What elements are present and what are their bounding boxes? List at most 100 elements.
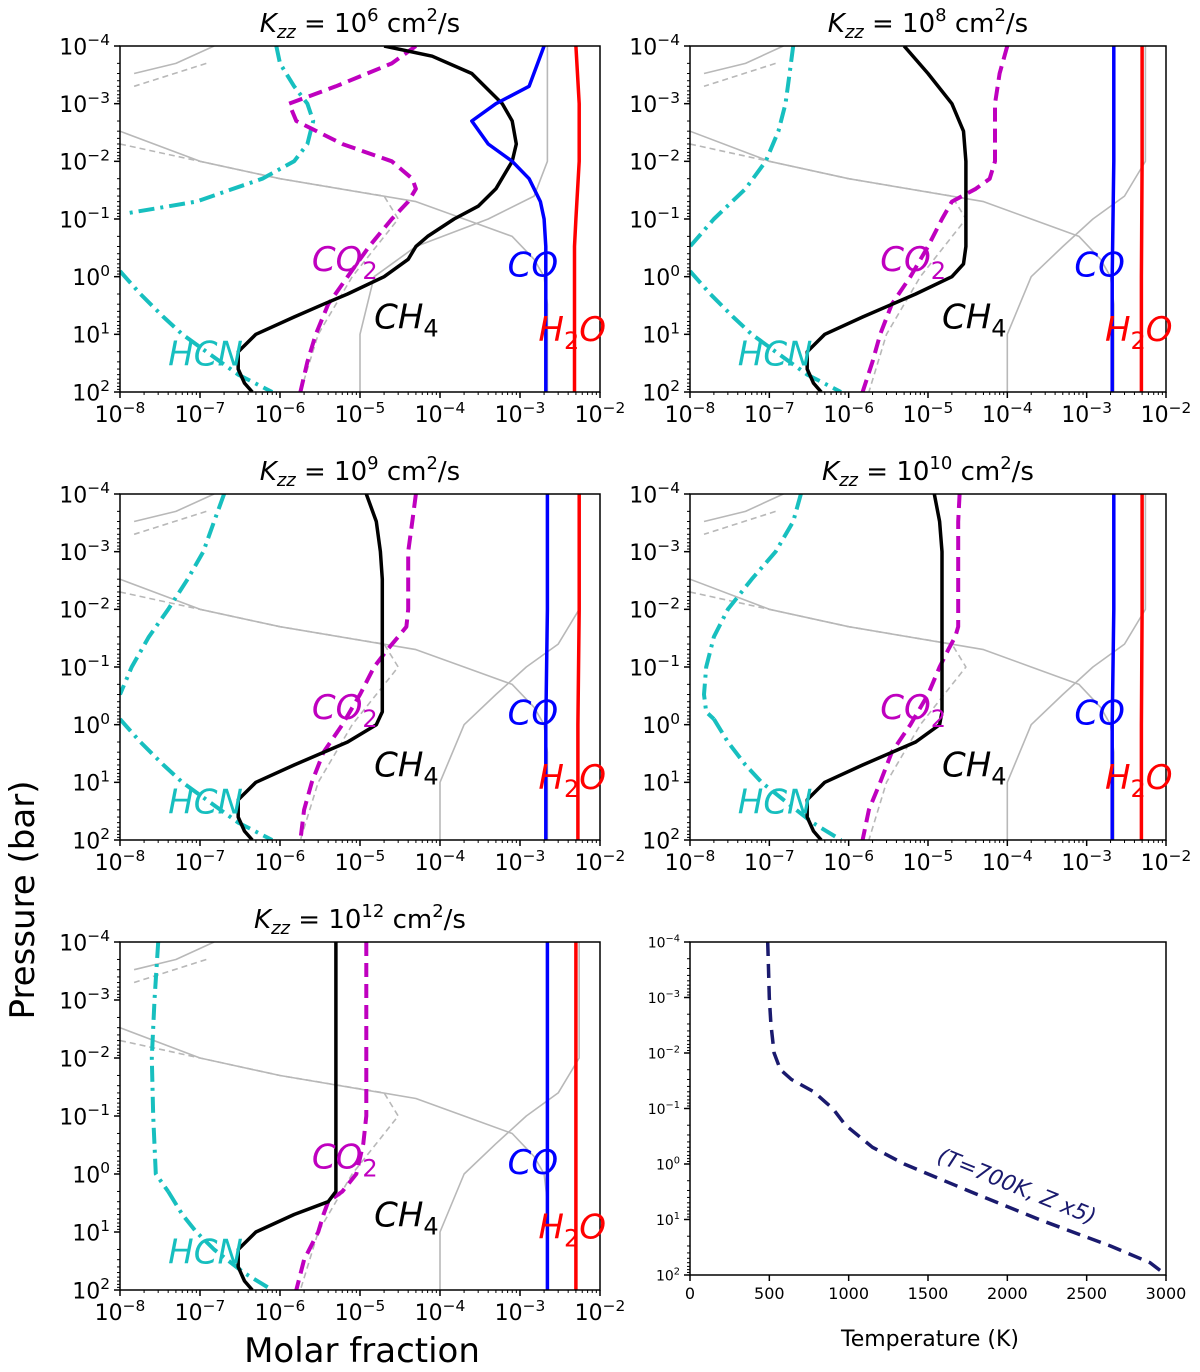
y-axis-label: Pressure (bar)	[3, 781, 43, 1020]
x-tick-label: 2500	[1066, 1284, 1107, 1303]
label-co2: CO2	[312, 1137, 378, 1182]
label-hcn: HCN	[168, 335, 243, 375]
label-co: CO	[508, 694, 559, 734]
co2-equilibrium-line	[703, 510, 776, 536]
x-tick-label: 10−6	[255, 1297, 306, 1326]
ch4-line	[236, 942, 338, 1290]
y-tick-label: 10−1	[59, 652, 110, 681]
label-h2o: H2O	[538, 758, 606, 803]
y-tick-label: 100	[72, 1159, 110, 1188]
label-h2o: H2O	[1105, 310, 1173, 355]
co2-equilibrium-line	[133, 510, 207, 536]
x-tick-label: 10−3	[1061, 847, 1112, 876]
x-tick-label: 10−7	[744, 847, 795, 876]
y-tick-label: 10−2	[648, 1044, 680, 1062]
x-tick-label: 10−4	[415, 847, 466, 876]
h2o-line	[1139, 46, 1144, 392]
co-equilibrium-line	[439, 494, 580, 840]
panel-4: Kzz = 1010 cm2/s 10−4 10−3 10−2 10−1 100 101 10…	[629, 453, 1191, 876]
x-tick-label: 10−5	[335, 1297, 386, 1326]
co2-line	[860, 494, 962, 840]
y-tick-label: 102	[72, 1275, 110, 1304]
x-tick-label: 10−8	[665, 847, 716, 876]
x-axis-label-temperature: Temperature (K)	[840, 1327, 1019, 1352]
y-tick-label: 100	[656, 1155, 680, 1173]
x-tick-label: 0	[685, 1284, 695, 1303]
y-tick-label: 10−4	[59, 31, 110, 60]
x-tick-label: 10−7	[744, 399, 795, 428]
x-tick-label: 1500	[908, 1284, 949, 1303]
series-group	[120, 942, 580, 1290]
x-tick-label: 10−3	[495, 847, 546, 876]
co-line	[544, 494, 550, 840]
label-ch4: CH4	[374, 1195, 439, 1240]
label-hcn: HCN	[738, 783, 813, 823]
label-hcn: HCN	[168, 1233, 243, 1273]
ch4-equilibrium-line	[133, 494, 215, 523]
x-tick-label: 10−7	[175, 399, 226, 428]
x-tick-label: 10−2	[1141, 847, 1192, 876]
x-tick-label: 10−4	[982, 399, 1033, 428]
x-axis-label-molar: Molar fraction	[244, 1331, 480, 1371]
y-tick-label: 10−1	[629, 652, 680, 681]
panel-title: Kzz = 108 cm2/s	[828, 5, 1028, 43]
panel-title: Kzz = 106 cm2/s	[260, 5, 460, 43]
y-tick-label: 10−2	[629, 594, 680, 623]
co2-equilibrium-line	[120, 143, 399, 392]
y-tick-label: 10−1	[648, 1100, 680, 1118]
co-line	[1110, 494, 1116, 840]
y-tick-label: 10−1	[59, 204, 110, 233]
y-tick-label: 102	[72, 825, 110, 854]
x-tick-label: 10−5	[335, 399, 386, 428]
x-tick-label: 10−2	[575, 1297, 626, 1326]
panel-6: 10−4 10−3 10−2 10−1 100 101 102 0 500 1000 1500 200…	[648, 933, 1187, 1303]
label-ch4: CH4	[374, 298, 439, 343]
y-tick-label: 10−3	[59, 89, 110, 118]
y-tick-label: 10−1	[629, 204, 680, 233]
y-tick-label: 100	[642, 262, 680, 291]
x-tick-label: 500	[754, 1284, 785, 1303]
x-tick-label: 10−4	[415, 399, 466, 428]
x-tick-label: 10−6	[255, 847, 306, 876]
label-ch4: CH4	[942, 298, 1007, 343]
hcn-line	[690, 46, 796, 248]
y-tick-label: 102	[642, 377, 680, 406]
x-tick-label: 10−5	[335, 847, 386, 876]
x-tick-label: 10−5	[903, 847, 954, 876]
label-h2o: H2O	[538, 310, 606, 355]
x-tick-label: 10−3	[495, 1297, 546, 1326]
label-h2o: H2O	[1105, 758, 1173, 803]
ch4-line	[805, 494, 944, 840]
label-co2: CO2	[880, 688, 946, 733]
co2-equilibrium-line	[703, 62, 776, 88]
co-line	[470, 46, 548, 392]
panel-2: Kzz = 108 cm2/s 10−4 10−3 10−2 10−1 100 101 102…	[629, 5, 1191, 428]
panel-title: Kzz = 109 cm2/s	[260, 453, 460, 491]
ch4-equilibrium-line	[703, 494, 784, 523]
x-tick-label: 2000	[987, 1284, 1028, 1303]
axes-frame	[689, 941, 1167, 1276]
co2-equilibrium-line	[133, 62, 207, 88]
hcn-line	[120, 717, 274, 840]
label-co2: CO2	[312, 688, 378, 733]
co2-line	[298, 494, 418, 840]
label-co2: CO2	[880, 240, 946, 285]
y-tick-label: 10−2	[59, 146, 110, 175]
hcn-line	[149, 942, 170, 1193]
x-tick-label: 10−6	[823, 399, 874, 428]
h2o-line	[572, 46, 581, 392]
x-tick-label: 10−4	[415, 1297, 466, 1326]
co2-equilibrium-line	[690, 591, 967, 840]
x-tick-label: 10−3	[495, 399, 546, 428]
y-tick-label: 101	[72, 319, 110, 348]
y-tick-label: 101	[72, 767, 110, 796]
y-tick-label: 10−3	[59, 985, 110, 1014]
series-group	[120, 46, 581, 392]
y-tick-label: 101	[642, 767, 680, 796]
y-tick-label: 101	[642, 319, 680, 348]
ch4-equilibrium-line	[133, 942, 215, 971]
y-tick-label: 10−3	[648, 989, 680, 1007]
label-h2o: H2O	[538, 1208, 606, 1253]
h2o-line	[1139, 494, 1144, 840]
